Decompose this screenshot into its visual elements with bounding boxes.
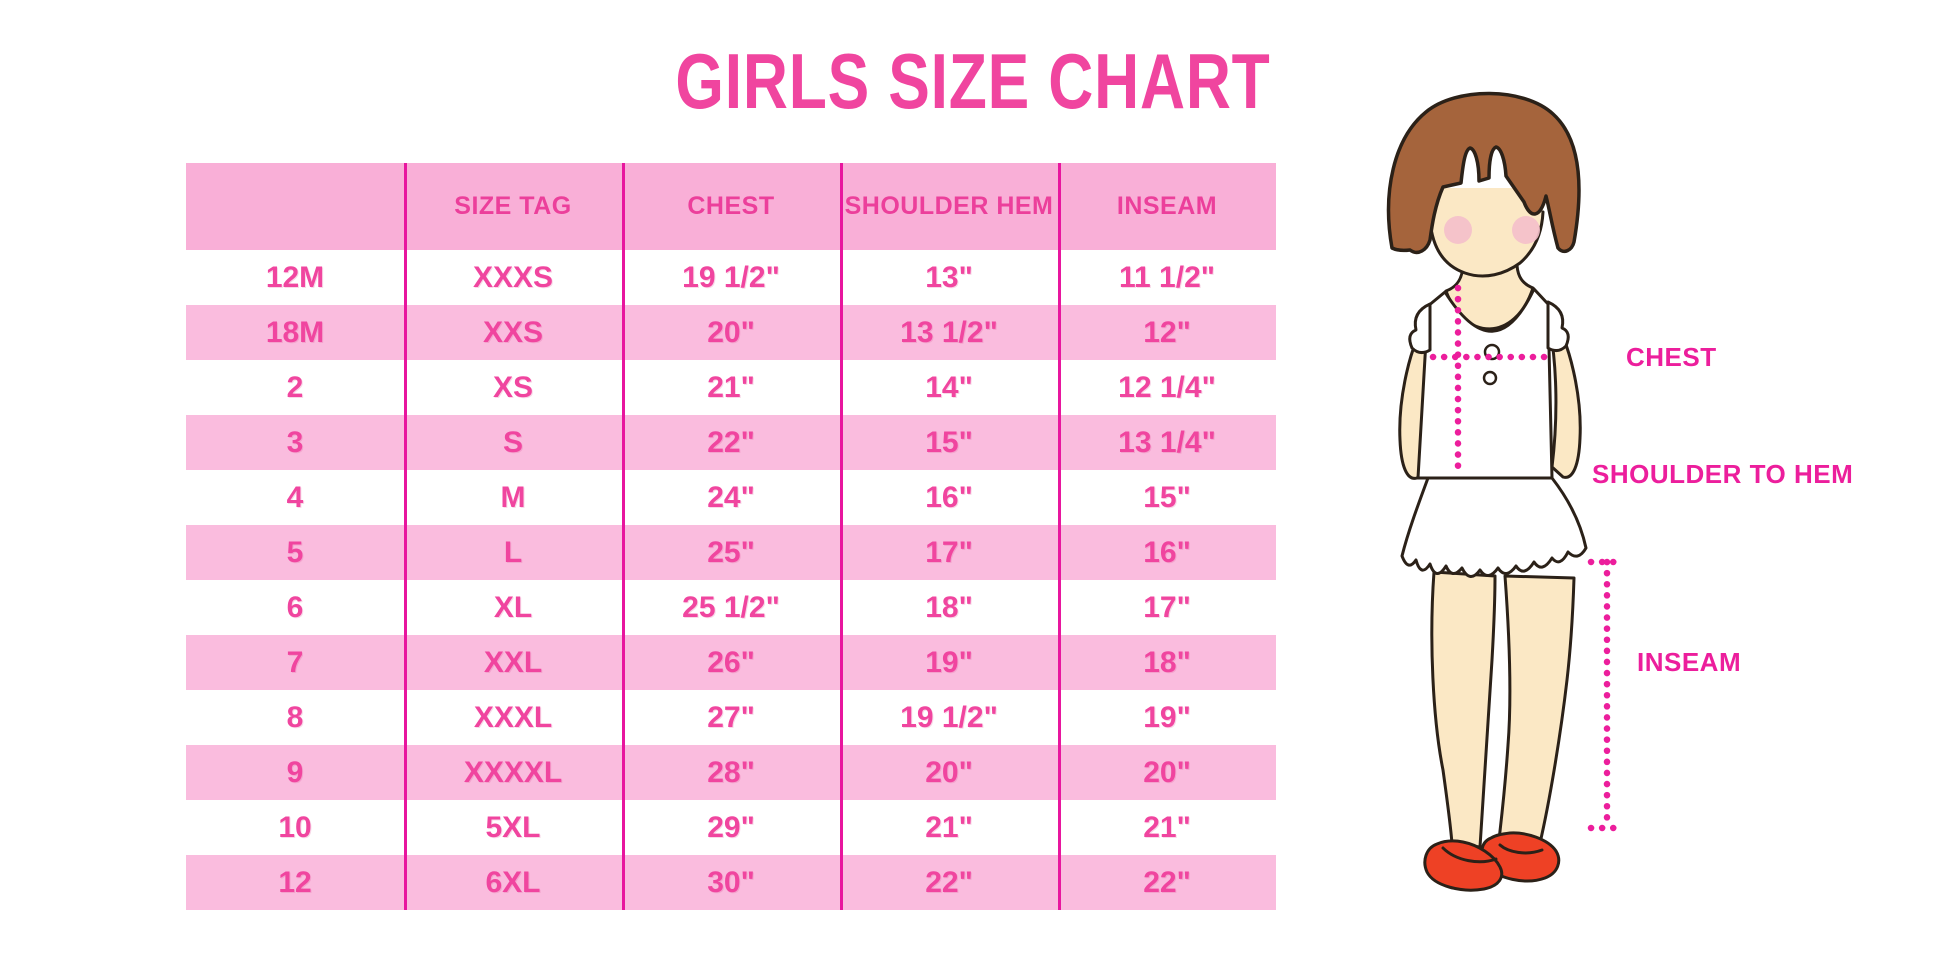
table-cell: S [502, 425, 523, 459]
table-cell: 12" [1143, 315, 1191, 349]
table-cell: 9 [286, 755, 304, 789]
table-row: 4 M 24" 16" 15" [186, 470, 1276, 525]
table-cell: 14" [925, 370, 973, 404]
table-row: 8 XXXL 27" 19 1/2" 19" [186, 690, 1276, 745]
table-cell: 12 [278, 865, 312, 899]
table-cell: 20" [925, 755, 973, 789]
table-row: 3 S 22" 15" 13 1/4" [186, 415, 1276, 470]
table-cell: 10 [278, 810, 312, 844]
table-cell: 25" [707, 535, 755, 569]
table-row: 18M XXS 20" 13 1/2" 12" [186, 305, 1276, 360]
table-cell: 18" [925, 590, 973, 624]
table-cell: L [503, 535, 523, 569]
table-cell: 2 [286, 370, 304, 404]
table-cell: 27" [707, 700, 755, 734]
girl-figure-illustration [1386, 91, 1621, 892]
table-cell: XXXS [472, 260, 554, 294]
table-body: 12M XXXS 19 1/2" 13" 11 1/2" 18M XXS 20" 13 1/2"… [186, 250, 1276, 910]
chest-label: CHEST [1626, 342, 1717, 372]
table-cell: 18M [265, 315, 325, 349]
table-cell: XXXXL [463, 755, 563, 789]
table-cell: 18" [1143, 645, 1191, 679]
table-cell: 12M [265, 260, 325, 294]
table-cell: 13" [925, 260, 973, 294]
table-cell: 16" [1143, 535, 1191, 569]
table-cell: XL [493, 590, 533, 624]
table-cell: 4 [286, 480, 304, 514]
table-cell: 22" [707, 425, 755, 459]
table-cell: 5 [286, 535, 304, 569]
page-title: GIRLS SIZE CHART [675, 37, 1271, 125]
table-cell: 15" [1143, 480, 1191, 514]
column-divider [1058, 163, 1061, 910]
table-row: 10 5XL 29" 21" 21" [186, 800, 1276, 855]
table-cell: 21" [1143, 810, 1191, 844]
hair [1386, 91, 1581, 255]
table-cell: 6 [286, 590, 304, 624]
table-cell: 25 1/2" [682, 590, 780, 624]
table-row: 2 XS 21" 14" 12 1/4" [186, 360, 1276, 415]
table-cell: XS [492, 370, 534, 404]
table-cell: 11 1/2" [1119, 260, 1215, 294]
table-cell: 24" [707, 480, 755, 514]
table-cell: XXS [482, 315, 544, 349]
table-cell: 7 [286, 645, 304, 679]
table-row: 12 6XL 30" 22" 22" [186, 855, 1276, 910]
table-cell: 20" [1143, 755, 1191, 789]
table-cell: 12 1/4" [1118, 370, 1216, 404]
table-cell: XXXL [473, 700, 553, 734]
table-row: 9 XXXXL 28" 20" 20" [186, 745, 1276, 800]
table-cell: 28" [707, 755, 755, 789]
column-divider [840, 163, 843, 910]
table-cell: 8 [286, 700, 304, 734]
column-header [186, 163, 404, 250]
table-cell: 19" [925, 645, 973, 679]
shoulder-to-hem-label: SHOULDER TO HEM [1592, 459, 1854, 489]
table-cell: 15" [925, 425, 973, 459]
table-cell: M [500, 480, 526, 514]
table-cell: 13 1/4" [1118, 425, 1216, 459]
table-cell: 19 1/2" [682, 260, 780, 294]
table-cell: 30" [707, 865, 755, 899]
table-cell: 17" [1143, 590, 1191, 624]
blush-right [1512, 216, 1540, 244]
table-row: 12M XXXS 19 1/2" 13" 11 1/2" [186, 250, 1276, 305]
column-divider [622, 163, 625, 910]
table-cell: 5XL [485, 810, 541, 844]
measurement-guides [1429, 284, 1621, 832]
table-cell: 17" [925, 535, 973, 569]
table-header-row: SIZE TAG CHEST SHOULDER HEM INSEAM [186, 163, 1276, 250]
table-cell: 6XL [485, 865, 541, 899]
blush-left [1444, 216, 1472, 244]
table-cell: 20" [707, 315, 755, 349]
column-header: SHOULDER HEM [844, 192, 1054, 220]
table-cell: 29" [707, 810, 755, 844]
table-row: 5 L 25" 17" 16" [186, 525, 1276, 580]
table-cell: 3 [286, 425, 304, 459]
table-cell: 19" [1143, 700, 1191, 734]
table-cell: 21" [707, 370, 755, 404]
table-row: 7 XXL 26" 19" 18" [186, 635, 1276, 690]
table-row: 6 XL 25 1/2" 18" 17" [186, 580, 1276, 635]
table-cell: 22" [925, 865, 973, 899]
table-cell: XXL [483, 645, 543, 679]
table-cell: 22" [1143, 865, 1191, 899]
size-table: SIZE TAG CHEST SHOULDER HEM INSEAM 12M XXXS 1… [186, 163, 1276, 910]
table-cell: 26" [707, 645, 755, 679]
column-header: INSEAM [1116, 192, 1218, 220]
column-header: CHEST [687, 192, 775, 220]
table-cell: 16" [925, 480, 973, 514]
table-cell: 13 1/2" [900, 315, 998, 349]
table-cell: 19 1/2" [900, 700, 998, 734]
column-divider [404, 163, 407, 910]
table-cell: 21" [925, 810, 973, 844]
column-header: SIZE TAG [454, 192, 572, 220]
inseam-label: INSEAM [1637, 647, 1742, 677]
